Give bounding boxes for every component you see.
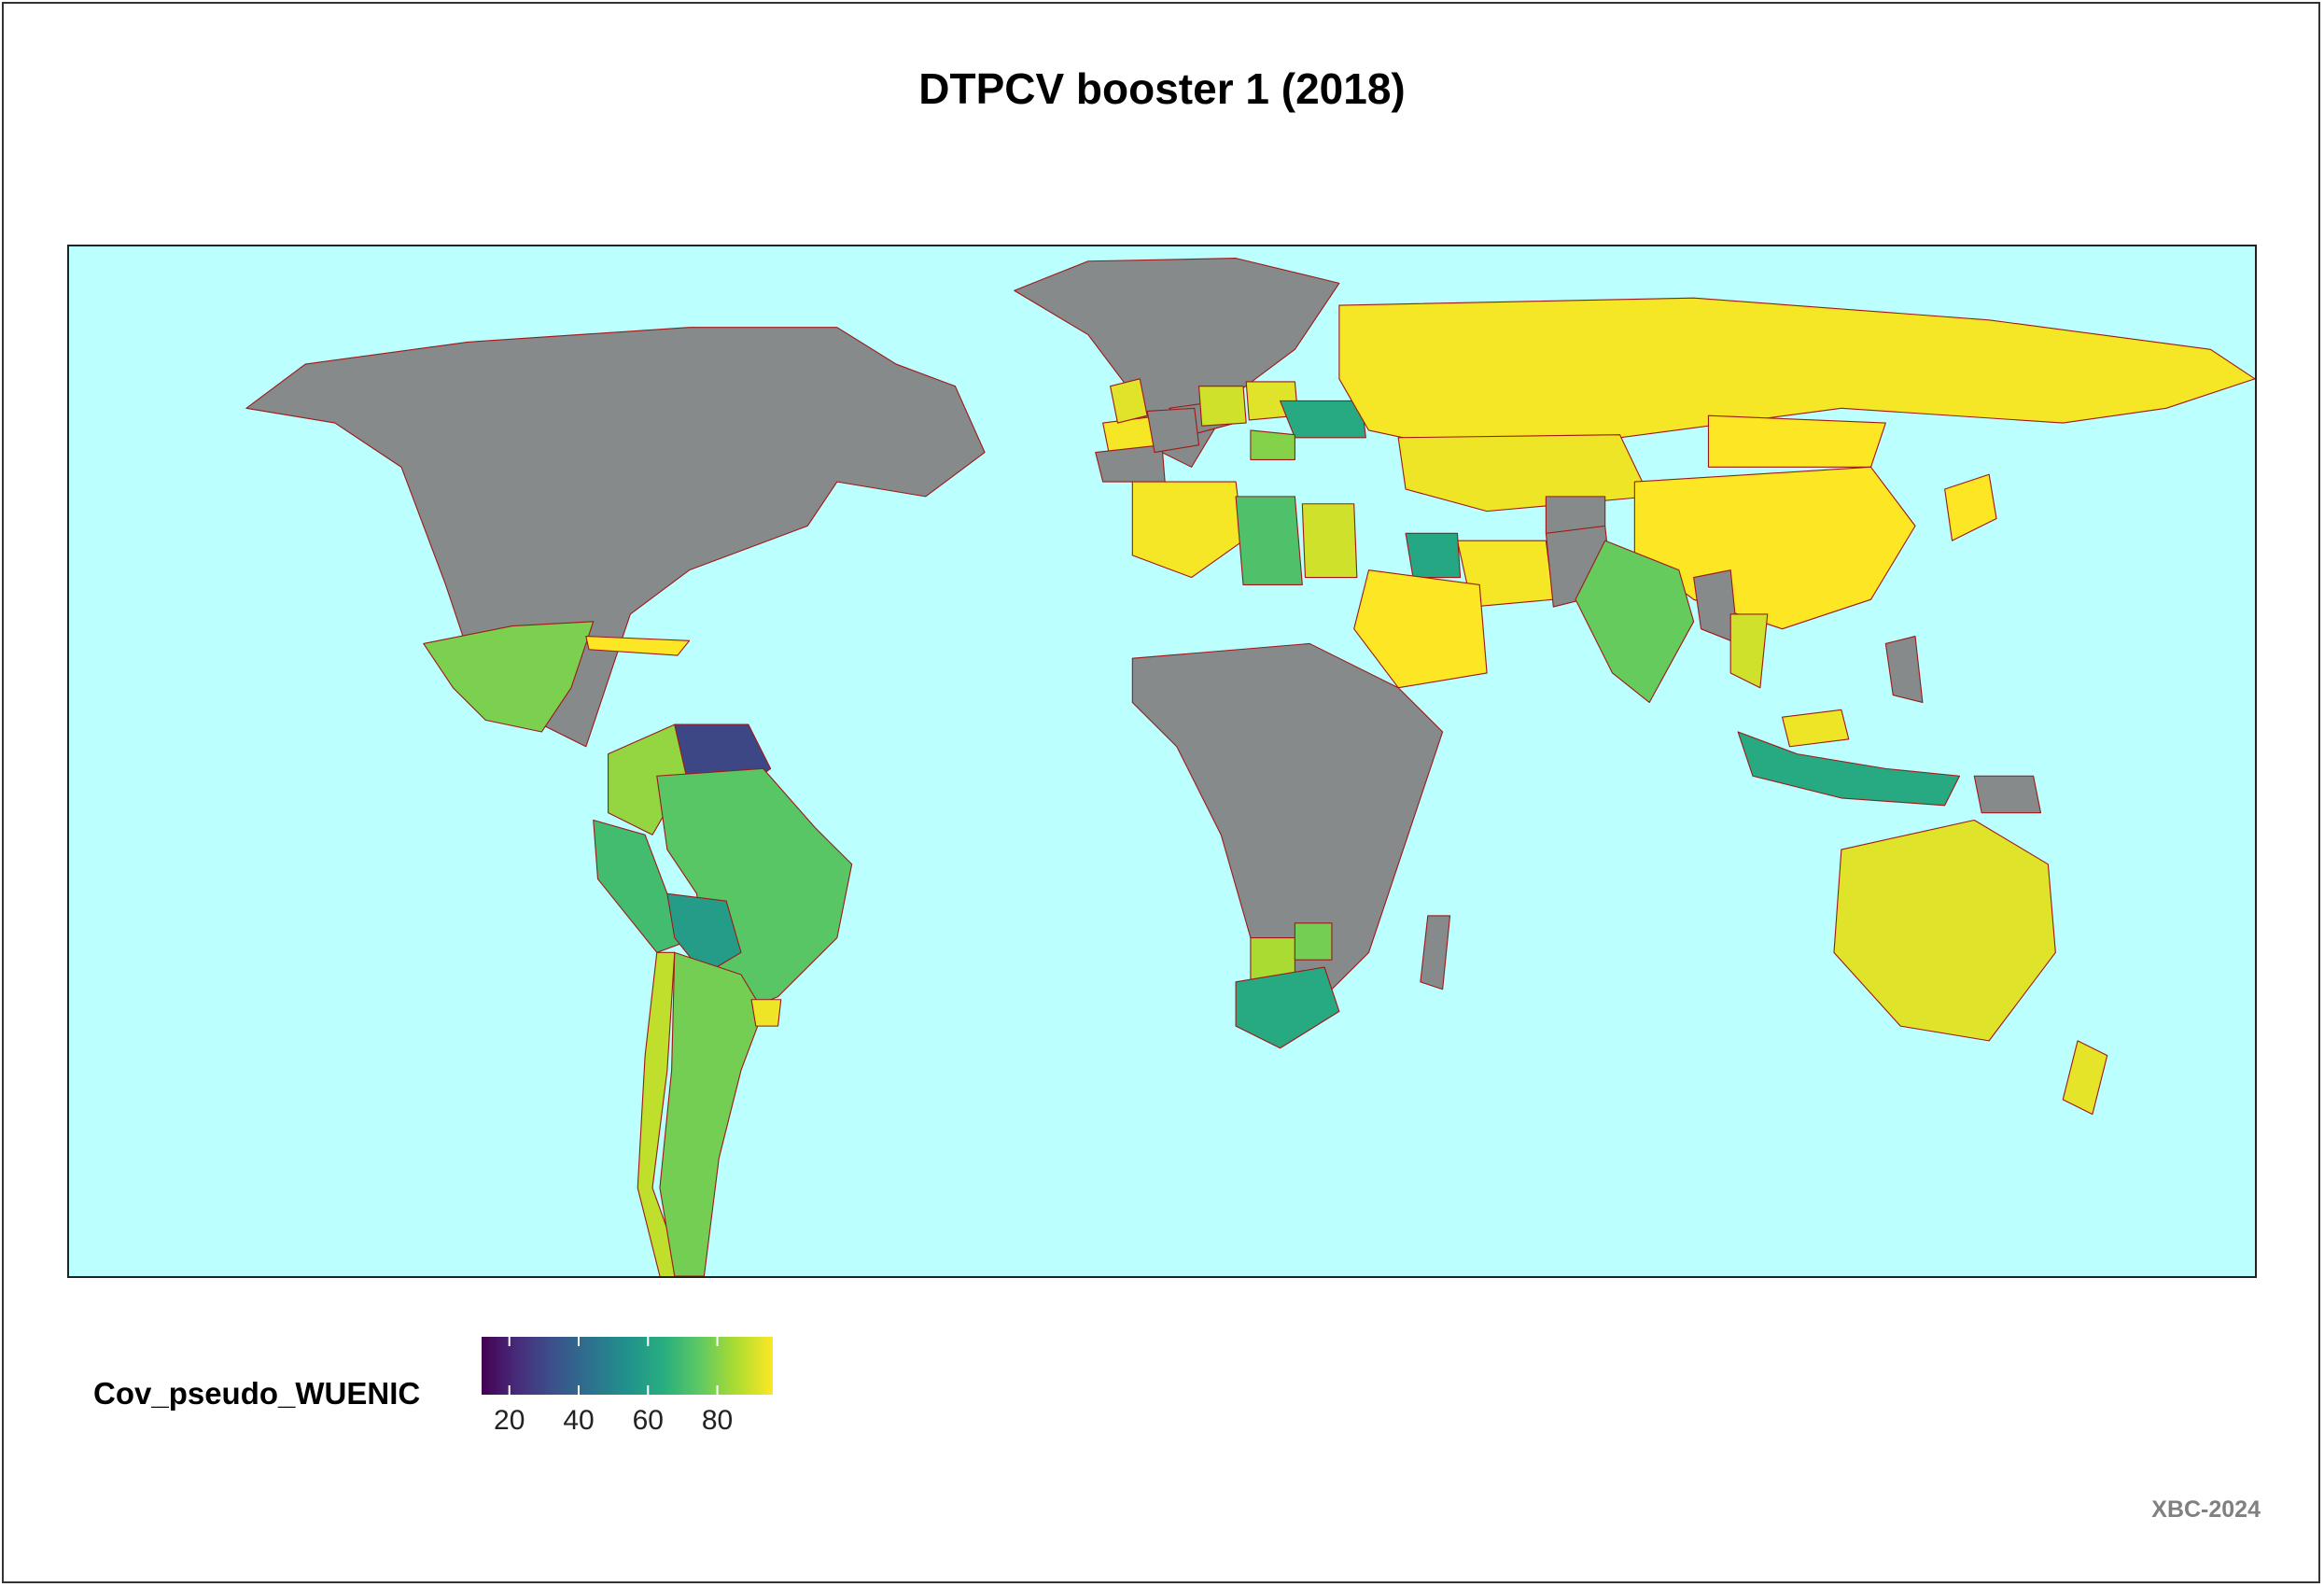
legend-tick-label: 20 [494, 1405, 525, 1436]
region-madagascar[interactable] [1420, 915, 1451, 990]
region-egypt[interactable] [1301, 503, 1358, 579]
region-ukraine[interactable] [1280, 400, 1366, 439]
region-united-kingdom[interactable] [1110, 378, 1148, 424]
legend-colorbar [482, 1337, 773, 1395]
region-bolivia[interactable] [666, 892, 742, 976]
colorbar-gradient [482, 1337, 773, 1395]
region-chile[interactable] [637, 951, 689, 1276]
region-sub-saharan-africa[interactable] [1131, 642, 1444, 1012]
region-zimbabwe[interactable] [1294, 922, 1333, 961]
region-philippines[interactable] [1884, 636, 1924, 704]
region-south-africa[interactable] [1235, 966, 1340, 1049]
region-mongolia[interactable] [1707, 414, 1886, 468]
map-title: DTPCV booster 1 (2018) [918, 64, 1406, 113]
region-thailand[interactable] [1729, 613, 1769, 689]
country-regions[interactable] [69, 258, 2255, 1276]
region-libya[interactable] [1235, 496, 1303, 585]
region-mexico[interactable] [423, 621, 595, 733]
region-romania[interactable] [1250, 429, 1295, 461]
region-iraq[interactable] [1405, 532, 1462, 579]
region-algeria[interactable] [1131, 481, 1244, 579]
region-france[interactable] [1146, 407, 1200, 454]
region-india[interactable] [1575, 540, 1695, 704]
credit-text: XBC-2024 [2151, 1496, 2261, 1523]
region-afghanistan[interactable] [1545, 496, 1606, 534]
region-uruguay[interactable] [750, 999, 782, 1027]
region-papua-new-guinea[interactable] [1973, 775, 2042, 814]
map-panel[interactable] [67, 245, 2257, 1278]
region-indonesia[interactable] [1737, 731, 1961, 807]
region-japan[interactable] [1944, 473, 1997, 541]
region-greenland[interactable] [1014, 258, 1340, 468]
legend-tick-label: 60 [632, 1405, 664, 1436]
legend-title: Cov_pseudo_WUENIC [93, 1376, 421, 1411]
legend-tick-label: 80 [701, 1405, 734, 1436]
region-new-zealand[interactable] [2062, 1040, 2108, 1116]
world-map[interactable] [69, 246, 2255, 1276]
region-saudi-arabia[interactable] [1353, 569, 1488, 689]
region-australia[interactable] [1833, 819, 2056, 1042]
region-malaysia[interactable] [1782, 709, 1850, 748]
region-cuba[interactable] [585, 636, 691, 656]
region-russia[interactable] [1338, 297, 2255, 454]
legend-tick-label: 40 [563, 1405, 595, 1436]
region-north-america[interactable] [245, 327, 986, 748]
region-argentina[interactable] [659, 951, 764, 1276]
colorbar-ticks [508, 1337, 719, 1395]
region-germany[interactable] [1197, 386, 1247, 427]
